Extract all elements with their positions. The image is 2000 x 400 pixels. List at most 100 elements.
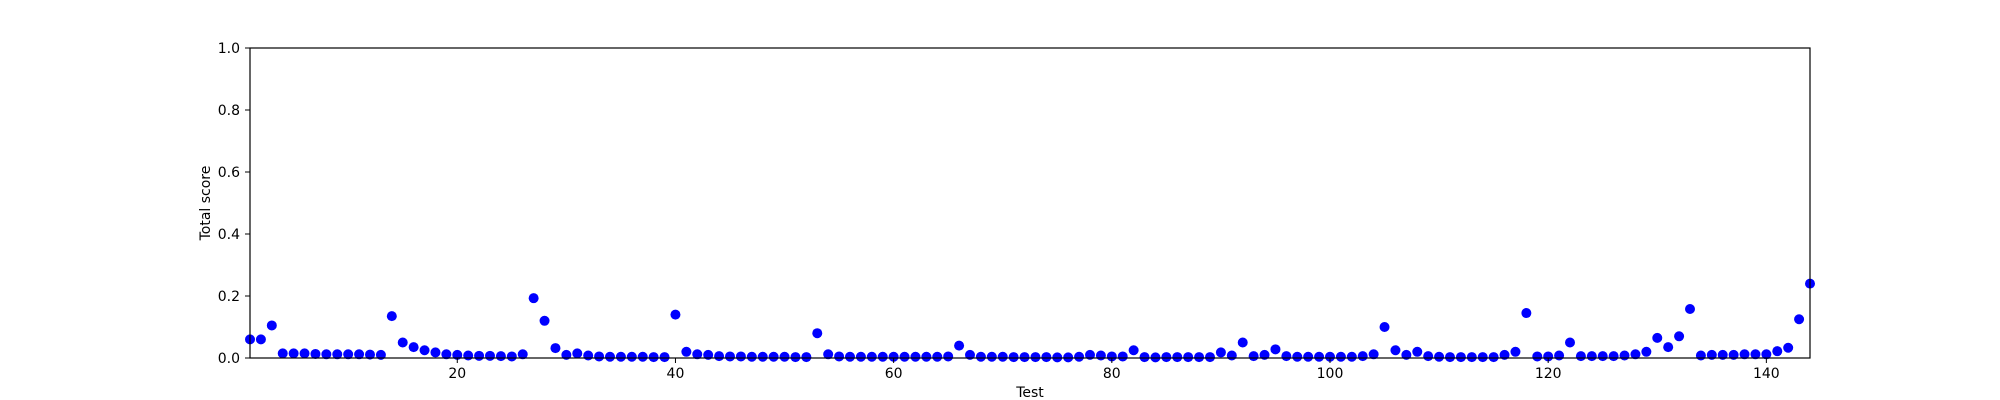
data-point [921,351,932,362]
data-point [637,351,648,362]
data-point [1390,345,1401,356]
data-point [1074,351,1085,362]
data-point [1161,352,1172,363]
data-point [1663,342,1674,353]
data-point [943,351,954,362]
data-point [1346,351,1357,362]
data-point [1368,349,1379,360]
data-point [430,347,441,358]
data-point [408,342,419,353]
data-point [550,343,561,354]
data-point [1488,352,1499,363]
data-point [1543,351,1554,362]
y-tick-label: 0.0 [218,351,240,367]
data-point [626,351,637,362]
x-tick-label: 120 [1535,366,1562,382]
data-point [539,315,550,326]
data-point [1303,351,1314,362]
data-point [648,352,659,363]
data-point [1292,351,1303,362]
data-point [506,351,517,362]
data-point [1281,351,1292,362]
data-point [823,349,834,360]
data-point [1095,350,1106,361]
data-point [1608,351,1619,362]
x-tick-label: 20 [448,366,466,382]
data-point [485,350,495,361]
data-point [659,352,670,363]
data-point [899,351,910,362]
plot-frame [249,47,1811,359]
data-point [1412,346,1423,357]
data-point [1128,345,1139,356]
data-point [1205,352,1215,363]
data-point [1750,349,1761,360]
data-point [1641,346,1652,357]
data-point [288,348,299,359]
data-point [1761,349,1772,360]
data-point [1521,308,1532,319]
data-point [1335,351,1346,362]
data-point [255,334,266,345]
data-point [1226,350,1237,361]
data-point [1739,349,1750,360]
data-point [1510,346,1521,357]
data-point [605,351,615,362]
data-point [812,328,823,339]
data-point [845,351,855,362]
data-point [975,351,986,362]
data-point [1379,322,1390,332]
data-point [1052,352,1063,363]
x-tick-label: 100 [1317,366,1344,382]
x-tick-label: 40 [667,366,685,382]
data-point [1477,352,1488,363]
data-point [474,350,485,361]
data-point [681,346,692,357]
data-point [1041,352,1052,363]
data-point [299,348,310,359]
data-point [877,351,888,362]
data-point [1194,352,1205,363]
data-point [1772,346,1783,357]
data-point [779,351,790,362]
data-point [714,351,725,362]
y-tick-label: 0.6 [218,165,240,181]
data-point [1183,352,1194,363]
data-point [888,351,899,362]
data-point [277,348,288,359]
data-point [1674,331,1685,342]
data-point [1237,337,1248,348]
data-point [1466,352,1477,363]
data-point [1586,351,1597,362]
data-point [594,351,605,362]
data-point [1063,352,1074,363]
data-point [1554,350,1565,361]
data-point [910,351,921,362]
data-point [1357,351,1368,362]
data-point [1652,332,1663,343]
x-tick-label: 140 [1753,366,1780,382]
data-point [692,349,703,360]
data-point [834,351,845,362]
data-point [463,350,474,361]
data-point [332,349,343,360]
data-point [1575,351,1586,362]
data-point [790,352,801,363]
data-point [1248,351,1259,362]
data-point [397,337,408,348]
data-point [1695,350,1706,361]
data-point [855,351,866,362]
data-point [310,348,321,359]
x-tick-label: 80 [1103,366,1121,382]
data-point [1325,351,1335,362]
data-point [768,351,779,362]
data-point [735,351,746,362]
data-point [517,349,528,360]
data-point [997,351,1008,362]
data-point [495,351,506,362]
data-point [266,320,277,331]
data-point [1597,351,1608,362]
data-point [1423,351,1434,362]
